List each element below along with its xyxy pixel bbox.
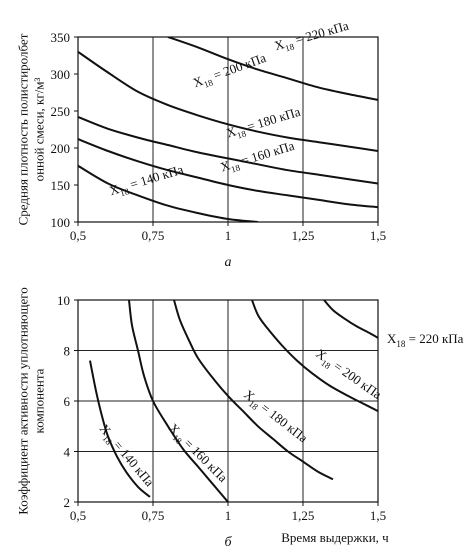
- curve-label: X18 = 140 кПа: [107, 161, 186, 201]
- x-tick-label: 0,75: [142, 228, 165, 243]
- x-tick-label: 0,5: [70, 508, 86, 523]
- curve-label: X18 = 160 кПа: [218, 138, 297, 178]
- series-line-3: [78, 115, 378, 185]
- x-axis-label: Время выдержки, ч: [281, 530, 389, 545]
- series-line-2: [128, 300, 229, 502]
- curve-label: X18 = 140 кПа: [94, 421, 157, 491]
- curve-label: X18 = 160 кПа: [164, 420, 231, 487]
- series-line-2: [78, 138, 378, 209]
- x-tick-label: 0,75: [142, 508, 165, 523]
- chart-a: 0,5 0,75 1 1,25 1,5 100 150 200 250 300 350 X18 = 1…: [15, 18, 386, 270]
- y-tick-label: 150: [51, 178, 71, 193]
- y-tick-label: 250: [51, 104, 71, 119]
- curve-label: X18 = 220 кПа: [387, 331, 464, 349]
- series-line-3: [173, 300, 334, 481]
- series-line-5: [167, 37, 378, 101]
- y-tick-label: 300: [51, 67, 71, 82]
- series-line-4: [78, 50, 378, 152]
- y-tick-label: 200: [51, 141, 71, 156]
- y-axis-label: Средняя плотность полистиролбетонной сме…: [15, 33, 46, 225]
- y-axis-label: Коэффициент активности уплотняющегокомпо…: [15, 287, 46, 515]
- y-tick-label: 10: [57, 293, 70, 308]
- panel-label: а: [225, 255, 232, 270]
- y-tick-label: 8: [64, 344, 71, 359]
- y-tick-label: 6: [64, 394, 71, 409]
- y-tick-label: 4: [64, 445, 71, 460]
- x-tick-label: 1,5: [370, 228, 386, 243]
- series-line-1: [89, 360, 151, 498]
- series-line-4: [251, 300, 378, 412]
- x-tick-label: 0,5: [70, 228, 86, 243]
- series-line-1: [78, 164, 259, 222]
- panel-label: б: [224, 535, 232, 550]
- x-tick-label: 1: [225, 508, 232, 523]
- y-tick-label: 2: [64, 495, 71, 510]
- series-line-5: [323, 300, 378, 339]
- x-tick-label: 1: [225, 228, 232, 243]
- y-tick-label: 350: [51, 30, 71, 45]
- x-tick-label: 1,25: [292, 508, 315, 523]
- x-tick-label: 1,25: [292, 228, 315, 243]
- y-tick-label: 100: [51, 215, 71, 230]
- curve-label: X18 = 200 кПа: [191, 50, 269, 93]
- x-tick-label: 1,5: [370, 508, 386, 523]
